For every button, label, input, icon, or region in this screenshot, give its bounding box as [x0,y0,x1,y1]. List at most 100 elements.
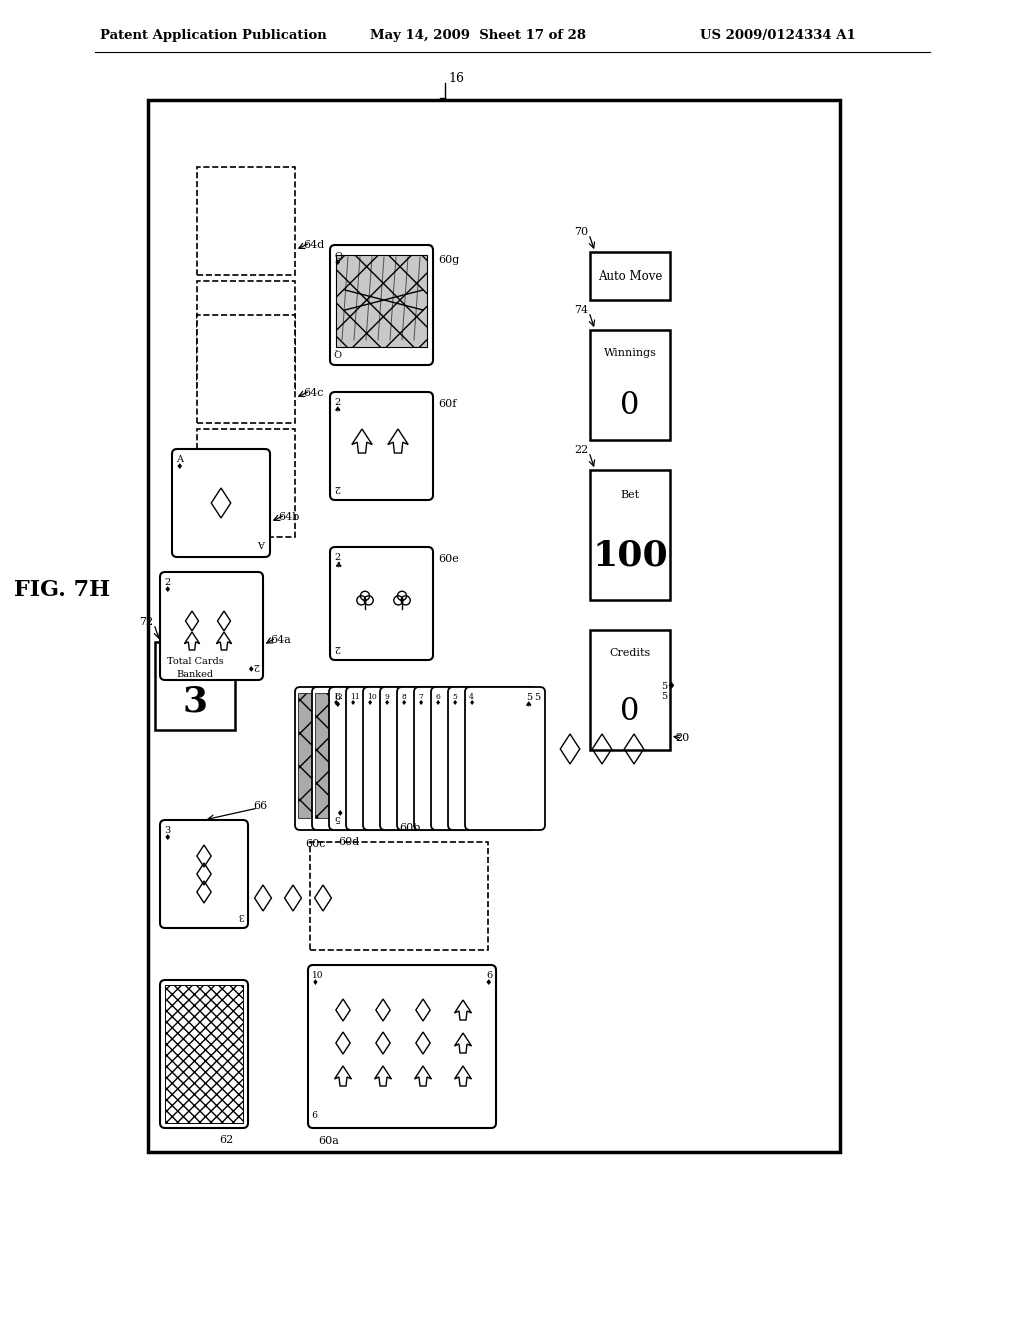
Text: 2: 2 [334,643,340,652]
Text: 60d: 60d [338,837,359,847]
Text: ♣: ♣ [334,561,342,569]
Bar [298,693,372,818]
Text: Auto Move: Auto Move [598,269,663,282]
Text: 60c: 60c [305,840,326,849]
Text: 11: 11 [350,693,359,701]
Text: 5: 5 [662,692,667,701]
FancyBboxPatch shape [308,965,496,1129]
Text: 66: 66 [253,801,267,810]
Bar [590,470,670,601]
Text: 8: 8 [401,693,406,701]
Text: 5♦: 5♦ [662,682,676,690]
Text: 20: 20 [675,733,689,743]
Bar [315,693,389,818]
Text: ♦: ♦ [164,834,171,842]
Text: ♦: ♦ [452,700,459,708]
Text: 22: 22 [573,445,588,455]
Text: Q: Q [334,251,342,260]
Text: ♦: ♦ [246,663,253,671]
Text: May 14, 2009  Sheet 17 of 28: May 14, 2009 Sheet 17 of 28 [370,29,586,41]
Bar [165,985,243,1123]
Text: 0: 0 [621,389,640,421]
Text: ♦: ♦ [484,979,492,987]
Text: 9: 9 [384,693,389,701]
FancyBboxPatch shape [160,979,248,1129]
Text: ♦: ♦ [401,700,408,708]
Text: ♦: ♦ [367,700,374,708]
FancyBboxPatch shape [364,686,443,830]
Text: ♦: ♦ [334,259,342,267]
Text: 72: 72 [139,616,153,627]
Bar [590,330,670,440]
Text: 6: 6 [485,972,492,979]
Text: 74: 74 [573,305,588,315]
Text: 64c: 64c [303,388,324,399]
FancyBboxPatch shape [431,686,511,830]
Text: Credits: Credits [609,648,650,657]
Text: ♦: ♦ [350,700,356,708]
Text: 64d: 64d [303,240,325,249]
FancyBboxPatch shape [330,392,433,500]
Text: ♦: ♦ [312,979,318,987]
Bar [197,429,295,537]
Text: 4: 4 [469,693,474,701]
Text: 10: 10 [367,693,377,701]
Text: 6: 6 [435,693,440,701]
Bar [310,842,488,950]
Text: Total Cards: Total Cards [167,657,223,667]
Text: 5: 5 [334,813,340,822]
Bar [148,100,840,1152]
Text: 60g: 60g [438,255,459,265]
Text: ♠: ♠ [334,407,342,414]
Text: 60b: 60b [399,822,421,833]
FancyBboxPatch shape [330,246,433,366]
FancyBboxPatch shape [160,820,248,928]
Text: ♦: ♦ [164,586,171,594]
FancyBboxPatch shape [380,686,460,830]
Text: Bet: Bet [621,490,640,500]
Text: ♦: ♦ [333,700,339,708]
Text: 5: 5 [534,693,540,702]
FancyBboxPatch shape [172,449,270,557]
Text: ♦: ♦ [334,807,342,814]
Text: ♠: ♠ [524,701,532,709]
Text: Banked: Banked [176,671,214,678]
Text: ♦: ♦ [469,700,475,708]
Text: 70: 70 [573,227,588,238]
Text: FIG. 7H: FIG. 7H [14,579,110,601]
Text: Winnings: Winnings [603,348,656,358]
FancyBboxPatch shape [295,686,375,830]
FancyBboxPatch shape [330,546,433,660]
Text: 2: 2 [334,399,340,407]
Text: 9: 9 [312,1107,317,1115]
Text: US 2009/0124334 A1: US 2009/0124334 A1 [700,29,856,41]
Bar [197,168,295,275]
Text: ♦: ♦ [418,700,424,708]
Text: ♦: ♦ [176,463,183,471]
Text: 3: 3 [164,826,170,836]
FancyBboxPatch shape [414,686,494,830]
FancyBboxPatch shape [397,686,477,830]
Text: ♦: ♦ [334,701,342,709]
Bar [197,315,295,422]
Text: 2: 2 [164,578,170,587]
Bar [590,252,670,300]
Text: 60a: 60a [318,1137,339,1146]
FancyBboxPatch shape [346,686,426,830]
Text: 0: 0 [621,697,640,727]
Bar [197,281,295,389]
Text: 100: 100 [592,539,668,572]
Text: 3: 3 [182,685,208,719]
Text: 3: 3 [238,911,244,920]
Text: 64a: 64a [270,635,291,645]
Text: 16: 16 [449,71,464,84]
Text: 5: 5 [526,693,532,702]
Text: ♦: ♦ [435,700,441,708]
FancyBboxPatch shape [465,686,545,830]
Text: Patent Application Publication: Patent Application Publication [100,29,327,41]
Text: 62: 62 [219,1135,233,1144]
Text: 64b: 64b [278,512,299,521]
Bar [155,642,236,730]
Text: ♦: ♦ [384,700,390,708]
Text: 60e: 60e [438,554,459,564]
